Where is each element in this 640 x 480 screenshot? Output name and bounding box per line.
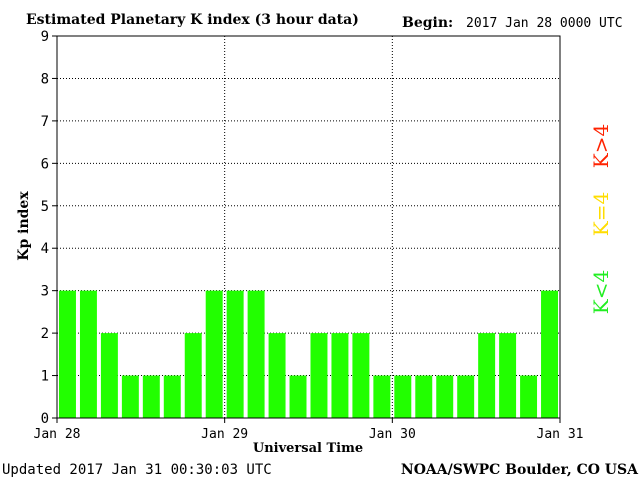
kp-bar [205,290,223,418]
kp-bar [541,290,558,418]
k-legend: K>4 K=4 K<4 [589,124,613,314]
y-tick-label: 3 [41,284,49,300]
y-tick-label: 5 [41,199,49,215]
legend-item: K<4 [589,270,613,314]
y-tick-label: 8 [41,71,49,87]
y-tick-label: 0 [41,411,49,427]
y-tick-label: 4 [41,241,49,257]
x-tick-label: Jan 29 [201,427,248,442]
kp-bar [394,375,412,418]
x-tick-label: Jan 28 [34,427,81,442]
kp-bar [226,290,244,418]
legend-item: K>4 [589,124,613,168]
kp-bar [247,290,265,418]
kp-bar [415,375,433,418]
legend-item: K=4 [589,192,613,236]
kp-bar [520,375,538,418]
chart-title: Estimated Planetary K index (3 hour data… [26,12,359,28]
kp-bar [289,375,307,418]
kp-bar [163,375,181,418]
kp-bar [184,333,202,418]
kp-bar [310,333,328,418]
kp-bar [142,375,160,418]
kp-bar [499,333,517,418]
kp-bar [352,333,370,418]
updated-timestamp: Updated 2017 Jan 31 00:30:03 UTC [2,462,272,478]
y-tick-label: 6 [41,156,49,172]
y-axis-label: Kp index [16,191,32,261]
kp-bar [79,290,97,418]
begin-label: Begin: [402,15,453,31]
kp-bar [268,333,286,418]
kp-bar [59,290,76,418]
kp-bar [331,333,349,418]
kp-bar [478,333,496,418]
kp-bar [100,333,118,418]
x-axis-label: Universal Time [253,441,363,456]
kp-bar [121,375,139,418]
x-tick-label: Jan 30 [369,427,416,442]
bars-group [59,290,558,418]
grid-lines [57,35,560,418]
y-tick-label: 2 [41,326,49,342]
kp-bar [436,375,454,418]
x-tick-labels: Jan 28 Jan 29 Jan 30 Jan 31 [34,418,584,442]
kp-bar [457,375,475,418]
x-tick-label: Jan 31 [537,427,584,442]
kp-bar [373,375,391,418]
source-credit: NOAA/SWPC Boulder, CO USA [401,462,639,478]
begin-value: 2017 Jan 28 0000 UTC [466,16,623,31]
y-tick-labels: 0 1 2 3 4 5 6 7 8 9 [41,29,57,427]
y-tick-label: 9 [41,29,49,45]
y-tick-label: 1 [41,369,49,385]
y-tick-label: 7 [41,114,49,130]
plot-frame [56,35,561,419]
